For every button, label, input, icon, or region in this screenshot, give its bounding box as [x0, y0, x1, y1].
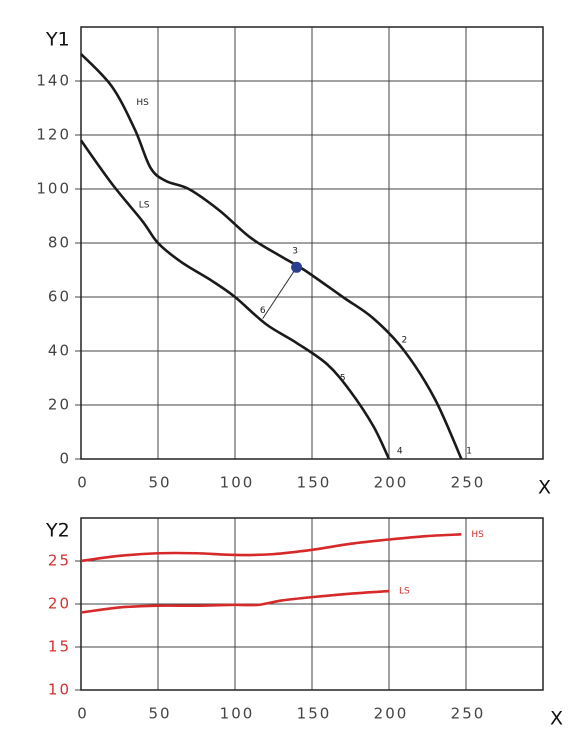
series-line	[79, 139, 391, 460]
y-tick-label: 140	[36, 72, 71, 90]
y-tick-label: 20	[48, 595, 71, 613]
y-tick-label: 40	[48, 342, 71, 360]
series-line	[80, 589, 390, 614]
y-tick-label: 0	[59, 450, 71, 468]
x-tick-label: 200	[374, 705, 409, 723]
y-tick-label: 100	[36, 180, 71, 198]
plot-frame	[80, 26, 544, 460]
x-tick-label: 250	[451, 474, 486, 492]
annotation: HS	[136, 98, 149, 108]
x-tick-label: 50	[148, 474, 171, 492]
y-tick-label: 25	[48, 552, 71, 570]
x-tick-label: 250	[451, 705, 486, 723]
series-line	[80, 53, 463, 460]
x-tick-label: 200	[374, 474, 409, 492]
plot-frame	[80, 517, 544, 691]
y-tick-label: 10	[48, 681, 71, 699]
annotation: LS	[139, 201, 150, 211]
annotation: 3	[292, 247, 298, 257]
x-axis-label: X	[538, 477, 551, 499]
x-tick-label: 0	[77, 705, 89, 723]
marker	[291, 261, 303, 273]
y-axis-label: Y1	[45, 29, 70, 51]
annotation: 2	[402, 336, 408, 346]
series-label: HS	[471, 530, 484, 540]
connector	[262, 267, 298, 319]
annotation: 4	[397, 446, 403, 456]
annotation: 5	[340, 374, 346, 384]
x-tick-label: 50	[148, 705, 171, 723]
y-axis-label: Y2	[45, 520, 70, 542]
y-tick-label: 80	[48, 234, 71, 252]
x-tick-label: 150	[297, 474, 332, 492]
y-tick-label: 120	[36, 126, 71, 144]
x-tick-label: 0	[77, 474, 89, 492]
annotation: 6	[260, 306, 266, 316]
series-line	[80, 533, 462, 563]
x-tick-label: 100	[220, 705, 255, 723]
y-tick-label: 60	[48, 288, 71, 306]
x-tick-label: 100	[220, 474, 255, 492]
series-label: LS	[399, 587, 410, 597]
annotation: 1	[466, 446, 472, 456]
y-tick-label: 15	[48, 638, 71, 656]
x-axis-label: X	[550, 708, 563, 730]
x-tick-label: 150	[297, 705, 332, 723]
y-tick-label: 20	[48, 396, 71, 414]
